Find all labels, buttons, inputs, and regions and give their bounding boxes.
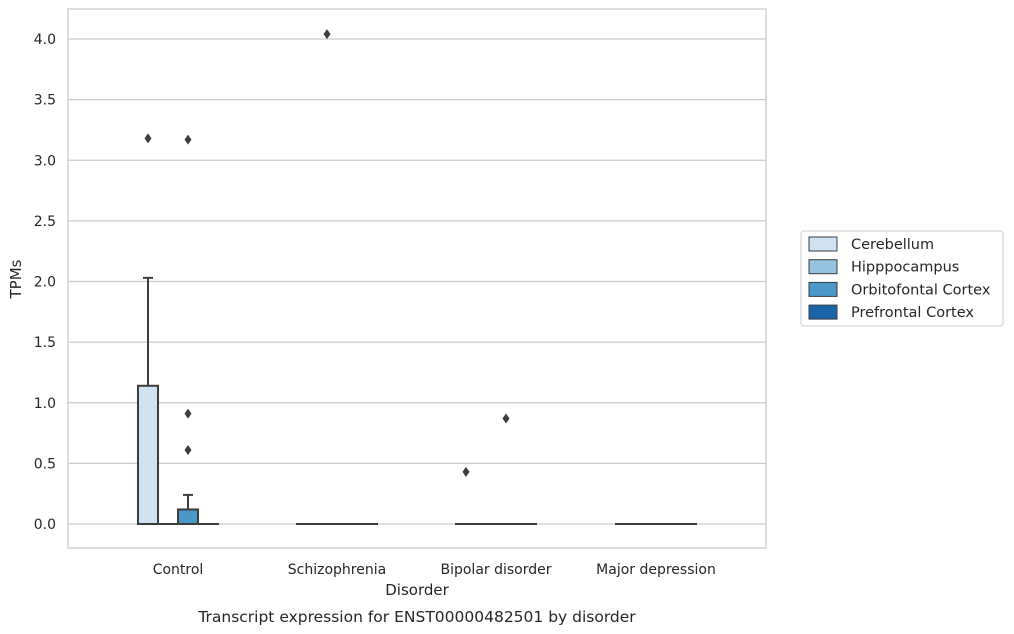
x-tick-label: Major depression [596, 562, 716, 578]
y-tick-label: 2.0 [34, 275, 56, 291]
y-tick-label: 1.0 [34, 396, 56, 412]
x-axis-label: Disorder [385, 581, 449, 599]
box-orbitofontal-cortex [177, 134, 199, 526]
y-axis-ticks: 0.0 0.5 1.0 1.5 2.0 2.5 3.0 3.5 4.0 [34, 32, 56, 533]
plot-frame [67, 8, 767, 549]
legend-label: Cerebellum [851, 237, 934, 253]
outlier-point [323, 29, 331, 40]
x-tick-label: Bipolar disorder [440, 562, 551, 578]
outlier-point [144, 133, 152, 144]
box-body [177, 508, 199, 526]
outlier-point [184, 408, 192, 419]
legend-label: Orbitofontal Cortex [851, 282, 991, 298]
legend-swatch [808, 236, 838, 252]
y-axis-label: TPMs [7, 259, 25, 299]
x-axis-ticks: Control Schizophrenia Bipolar disorder Majo… [153, 562, 716, 578]
legend: Cerebellum Hipppocampus Orbitofontal Corte… [800, 230, 1004, 327]
x-tick-label: Control [153, 562, 204, 578]
outlier-point [184, 445, 192, 456]
legend-frame [800, 230, 1004, 327]
legend-swatch [808, 281, 838, 297]
legend-swatch [808, 259, 838, 275]
y-tick-label: 4.0 [34, 32, 56, 48]
y-tick-label: 2.5 [34, 214, 56, 230]
box-body [137, 384, 159, 525]
legend-label: Hipppocampus [851, 260, 959, 276]
outlier-point [184, 134, 192, 145]
y-tick-label: 3.5 [34, 93, 56, 109]
box-hipppocampus [316, 29, 338, 526]
boxes [137, 29, 697, 526]
gridlines [68, 38, 766, 525]
x-tick-label: Schizophrenia [288, 562, 386, 578]
outlier-point [462, 466, 470, 477]
y-tick-label: 3.0 [34, 153, 56, 169]
y-tick-label: 0.0 [34, 517, 56, 533]
box-cerebellum [455, 466, 477, 526]
box-cerebellum [137, 133, 159, 525]
outlier-point [502, 413, 510, 424]
y-tick-label: 0.5 [34, 456, 56, 472]
y-tick-label: 1.5 [34, 335, 56, 351]
chart-caption: Transcript expression for ENST0000048250… [197, 608, 636, 626]
legend-swatch [808, 304, 838, 320]
legend-label: Prefrontal Cortex [851, 305, 974, 321]
box-orbitofontal-cortex [495, 413, 517, 526]
